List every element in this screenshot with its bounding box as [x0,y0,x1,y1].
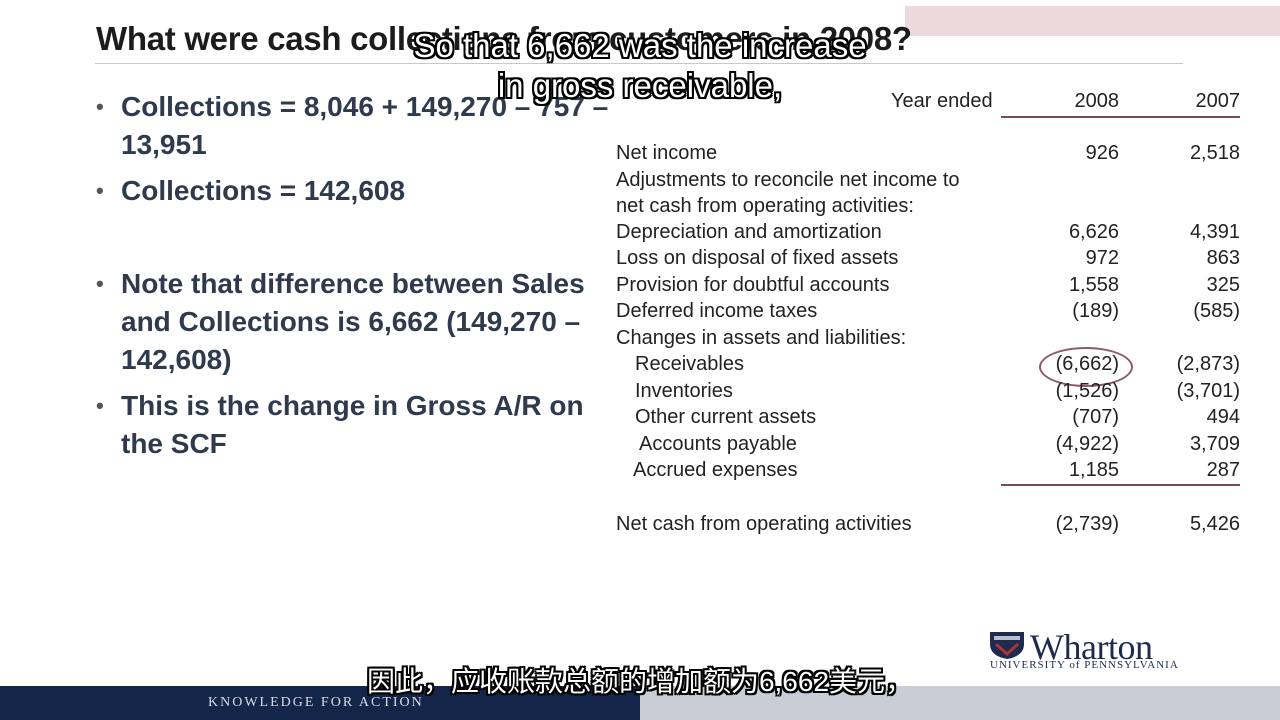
table-row: Depreciation and amortization 6,626 4,391 [616,221,1240,243]
slide-title: What were cash collections from customer… [96,20,912,57]
subtitle-english-line1: So that 6,662 was the increase [413,27,867,64]
bullet-item: • This is the change in Gross A/R on the … [96,390,584,459]
table-row: Deferred income taxes (189) (585) [616,300,1240,322]
bullet-item: • Collections = 8,046 + 149,270 – 757 – 1… [96,91,609,160]
table-row: Net income 926 2,518 [616,142,1240,164]
table-row: Receivables (6,662) (2,873) [635,353,1240,375]
total-row: Net cash from operating activities (2,739… [616,513,1240,535]
table-row: Accrued expenses 1,185 287 [633,459,1240,481]
table-row: Accounts payable (4,922) 3,709 [639,433,1240,455]
subtitle-english-line2: in gross receivable, [497,67,783,104]
title-divider [95,63,1183,64]
footer-tagline: KNOWLEDGE FOR ACTION [208,695,424,710]
table-row: Provision for doubtful accounts 1,558 325 [616,274,1240,296]
sum-rule [1001,484,1240,486]
footer-bar-right [640,686,1280,720]
bullet-list: • Collections = 8,046 + 149,270 – 757 – 1… [96,88,616,463]
footer-bar [0,686,640,720]
table-row: Changes in assets and liabilities: [616,327,907,349]
logo-subtitle: UNIVERSITY of PENNSYLVANIA [990,659,1179,671]
subtitle-chinese: 因此，应收账款总额的增加额为6,662美元， [366,666,914,697]
table-row: Loss on disposal of fixed assets 972 863 [616,247,1240,269]
bullet-item: • Collections = 142,608 [96,175,406,206]
table-row: net cash from operating activities: [616,195,914,217]
wharton-logo: Wharton UNIVERSITY of PENNSYLVANIA [988,627,1198,672]
corner-accent [905,6,1280,36]
table-row: Inventories (1,526) (3,701) [635,380,1240,402]
table-row: Adjustments to reconcile net income to [616,169,960,191]
header-rule [1001,116,1240,118]
bullet-item: • Note that difference between Sales and … [96,268,585,375]
logo-wordmark: Wharton [1030,627,1153,667]
shield-icon [990,632,1024,659]
statement-header: Year ended 2008 2007 [891,90,1240,112]
highlight-circle [1039,347,1133,387]
table-row: Other current assets (707) 494 [635,406,1240,428]
